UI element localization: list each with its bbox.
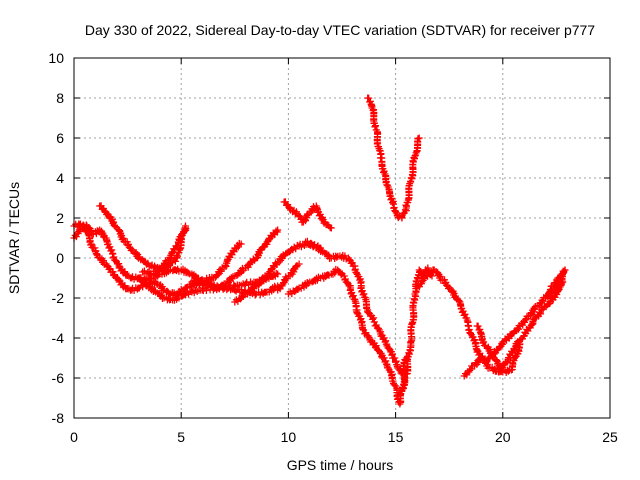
axis-ticks: 0 5 10 15 20 25 -8 -6 -4 -2 0 2 4 6 8 10 [48,50,618,445]
scatter-marks [139,224,190,278]
y-tick-label: 4 [56,170,64,186]
series-track-i [274,260,303,294]
y-tick-label: 6 [56,130,64,146]
series-track-d [96,202,190,273]
series-track-j [280,198,335,232]
x-tick-label: 5 [177,429,185,445]
y-tick-label: 10 [48,50,64,66]
scatter-marks [364,94,423,222]
scatter-marks [460,266,569,380]
x-tick-label: 15 [388,429,404,445]
y-tick-label: 8 [56,90,64,106]
scatter-marks [302,237,410,378]
scatter-marks [413,266,567,366]
x-axis-label: GPS time / hours [287,457,394,473]
data-points [70,94,569,408]
series-track-n [364,94,423,222]
scatter-marks [209,226,282,294]
scatter-marks [280,198,335,232]
scatter-marks [473,322,524,376]
x-tick-label: 10 [281,429,297,445]
scatter-marks [284,265,408,408]
series-track-p [460,266,569,380]
series-track-r [542,266,569,302]
series-track-e [139,224,190,278]
y-tick-label: -4 [52,330,65,346]
y-tick-label: 2 [56,210,64,226]
series-track-k [284,265,408,408]
series-track-f [188,239,245,287]
plot-frame [73,57,611,419]
y-tick-label: -6 [52,370,65,386]
scatter-marks [274,260,303,294]
series-track-o [413,266,567,366]
scatter-marks [188,239,245,287]
chart-title: Day 330 of 2022, Sidereal Day-to-day VTE… [85,22,595,38]
grid-lines [74,58,610,418]
y-tick-label: 0 [56,250,64,266]
x-tick-label: 0 [70,429,78,445]
y-tick-label: -2 [52,290,65,306]
y-tick-label: -8 [52,410,65,426]
scatter-marks [96,202,190,273]
y-axis-label: SDTVAR / TECUs [6,182,22,294]
x-tick-label: 25 [602,429,618,445]
scatter-marks [542,266,569,302]
series-track-g [209,226,282,294]
x-tick-label: 20 [495,429,511,445]
series-track-q [473,322,524,376]
series-track-l [302,237,410,378]
